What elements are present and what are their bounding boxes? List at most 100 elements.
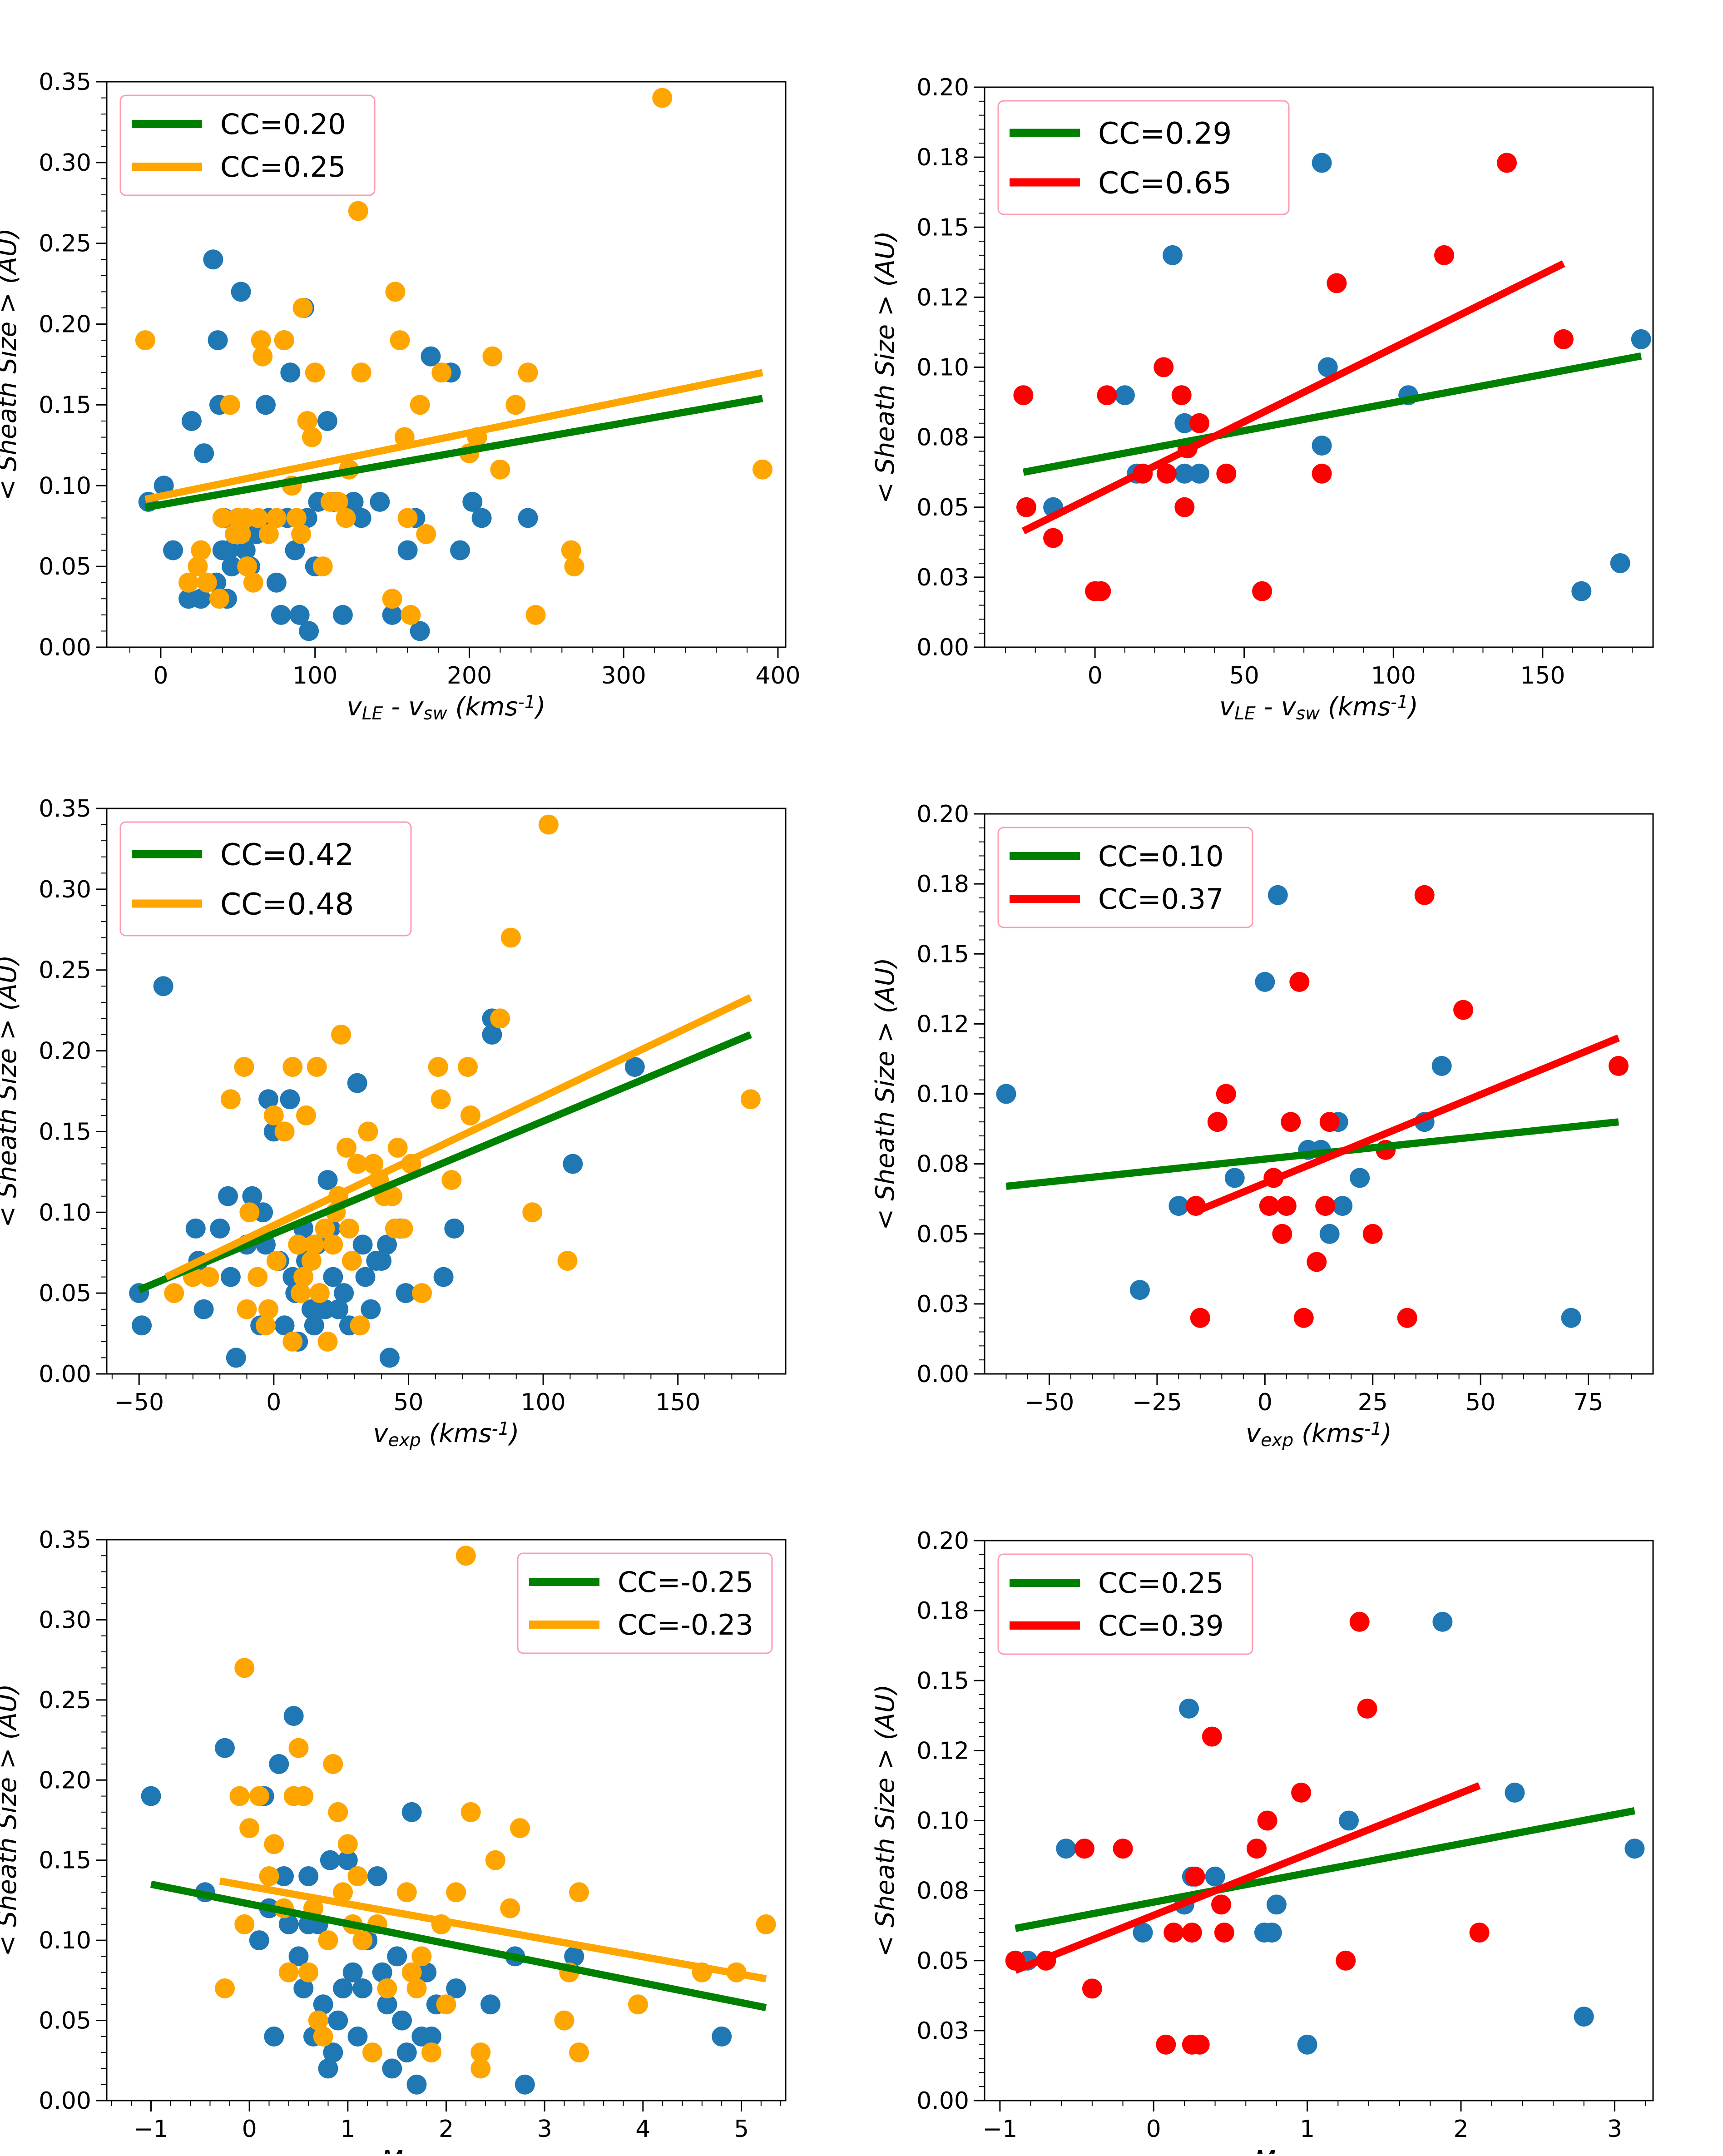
point-p2-blue-11	[1571, 581, 1591, 601]
point-p1-blue-7	[203, 249, 223, 269]
point-p3-orange-41	[393, 1219, 413, 1239]
point-p3-orange-51	[539, 815, 559, 835]
ytick-label-p6-0: 0.00	[916, 2087, 969, 2115]
xtick-label-p5-4: 3	[537, 2116, 552, 2143]
point-p2-red-16	[1327, 273, 1347, 293]
xtick-label-p5-0: −1	[134, 2116, 168, 2143]
legend-label-p4-0: CC=0.10	[1098, 840, 1224, 873]
ytick-label-p6-5: 0.12	[916, 1737, 969, 1764]
point-p5-blue-7	[269, 1754, 289, 1774]
ytick-label-p2-1: 0.03	[916, 564, 969, 591]
point-p1-orange-19	[274, 330, 294, 350]
xtick-label-p4-0: −50	[1025, 1389, 1074, 1416]
point-p1-orange-42	[431, 362, 451, 382]
point-p5-orange-35	[446, 1882, 466, 1902]
point-p5-orange-46	[628, 1994, 648, 2014]
point-p3-blue-19	[280, 1089, 300, 1109]
point-p1-orange-52	[652, 88, 672, 108]
point-p1-orange-39	[401, 605, 421, 625]
point-p4-blue-4	[1255, 972, 1275, 992]
point-p3-orange-9	[258, 1299, 278, 1319]
point-p3-orange-14	[282, 1332, 302, 1352]
point-p1-orange-13	[243, 573, 263, 593]
point-p2-red-1	[1016, 497, 1036, 517]
point-p4-red-7	[1277, 1196, 1297, 1216]
legend-p2: CC=0.29CC=0.65	[998, 101, 1289, 214]
point-p1-orange-46	[490, 460, 510, 480]
point-p1-orange-36	[390, 330, 410, 350]
ytick-label-p2-5: 0.12	[916, 284, 969, 311]
point-p1-orange-22	[291, 524, 311, 544]
ytick-label-p4-8: 0.20	[916, 801, 969, 828]
point-p2-red-12	[1189, 413, 1209, 433]
point-p3-blue-36	[347, 1073, 367, 1093]
ytick-label-p4-3: 0.08	[916, 1151, 969, 1178]
legend-label-p2-0: CC=0.29	[1098, 116, 1232, 151]
ytick-label-p4-4: 0.10	[916, 1081, 969, 1108]
xtick-label-p3-3: 100	[520, 1389, 565, 1416]
point-p3-orange-24	[318, 1332, 338, 1352]
point-p4-red-16	[1397, 1308, 1417, 1328]
point-p4-blue-11	[1350, 1168, 1370, 1188]
point-p6-blue-15	[1624, 1839, 1644, 1859]
y-axis-label-p5: < Sheath Size > (AU)	[0, 1684, 22, 1956]
point-p3-orange-18	[296, 1105, 316, 1125]
point-p4-red-2	[1208, 1112, 1228, 1132]
ytick-label-p5-1: 0.05	[39, 2007, 91, 2035]
point-p2-red-7	[1154, 357, 1173, 377]
point-p2-red-13	[1216, 464, 1236, 484]
xtick-label-p6-3: 2	[1453, 2116, 1468, 2143]
ytick-label-p4-7: 0.18	[916, 871, 969, 898]
point-p6-red-13	[1214, 1923, 1234, 1943]
point-p6-red-14	[1247, 1839, 1267, 1859]
point-p5-orange-0	[215, 1978, 235, 1998]
ytick-label-p3-5: 0.25	[39, 957, 91, 984]
point-p3-blue-51	[563, 1154, 583, 1174]
ytick-label-p2-4: 0.10	[916, 354, 969, 382]
ytick-label-p5-4: 0.20	[39, 1767, 91, 1794]
point-p5-blue-2	[215, 1738, 235, 1758]
point-p1-orange-16	[253, 347, 272, 367]
point-p1-orange-40	[410, 395, 430, 415]
ytick-label-p3-0: 0.00	[39, 1361, 91, 1388]
point-p5-blue-3	[249, 1930, 269, 1950]
y-axis-label-p6: < Sheath Size > (AU)	[871, 1684, 900, 1957]
legend-label-p5-1: CC=-0.23	[618, 1608, 753, 1641]
point-p5-orange-24	[352, 1930, 372, 1950]
point-p3-orange-25	[323, 1234, 343, 1254]
point-p5-blue-13	[298, 1866, 318, 1886]
point-p6-blue-8	[1262, 1923, 1282, 1943]
legend-label-p3-0: CC=0.42	[220, 838, 354, 872]
point-p3-blue-47	[444, 1219, 464, 1239]
point-p5-blue-25	[352, 1978, 372, 1998]
point-p5-blue-10	[284, 1706, 304, 1726]
ytick-label-p1-1: 0.05	[39, 553, 91, 580]
point-p1-orange-7	[220, 395, 240, 415]
point-p3-orange-2	[199, 1267, 219, 1287]
point-p2-blue-8	[1312, 153, 1332, 173]
point-p3-orange-50	[522, 1202, 542, 1222]
point-p3-orange-43	[412, 1283, 432, 1303]
ytick-label-p5-0: 0.00	[39, 2087, 91, 2115]
legend-label-p6-0: CC=0.25	[1098, 1566, 1224, 1600]
point-p2-blue-1	[1115, 385, 1135, 405]
ytick-label-p1-4: 0.20	[39, 311, 91, 338]
ytick-label-p6-3: 0.08	[916, 1878, 969, 1905]
legend-p5: CC=-0.25CC=-0.23	[518, 1553, 772, 1653]
legend-label-p1-1: CC=0.25	[220, 150, 346, 183]
point-p5-blue-27	[367, 1866, 387, 1886]
point-p3-orange-47	[458, 1057, 478, 1077]
point-p1-blue-42	[398, 540, 418, 560]
point-p5-orange-16	[313, 2027, 333, 2047]
point-p3-blue-7	[218, 1186, 238, 1206]
ytick-label-p1-2: 0.10	[39, 472, 91, 500]
point-p5-orange-44	[569, 1882, 589, 1902]
point-p5-orange-39	[485, 1850, 505, 1870]
point-p1-blue-50	[518, 508, 538, 528]
point-p5-orange-19	[328, 1802, 348, 1822]
point-p3-blue-46	[434, 1267, 454, 1287]
point-p5-orange-40	[500, 1898, 520, 1918]
y-axis-label-p1: < Sheath Size > (AU)	[0, 228, 22, 501]
point-p1-blue-9	[208, 330, 228, 350]
point-p3-orange-13	[282, 1057, 302, 1077]
